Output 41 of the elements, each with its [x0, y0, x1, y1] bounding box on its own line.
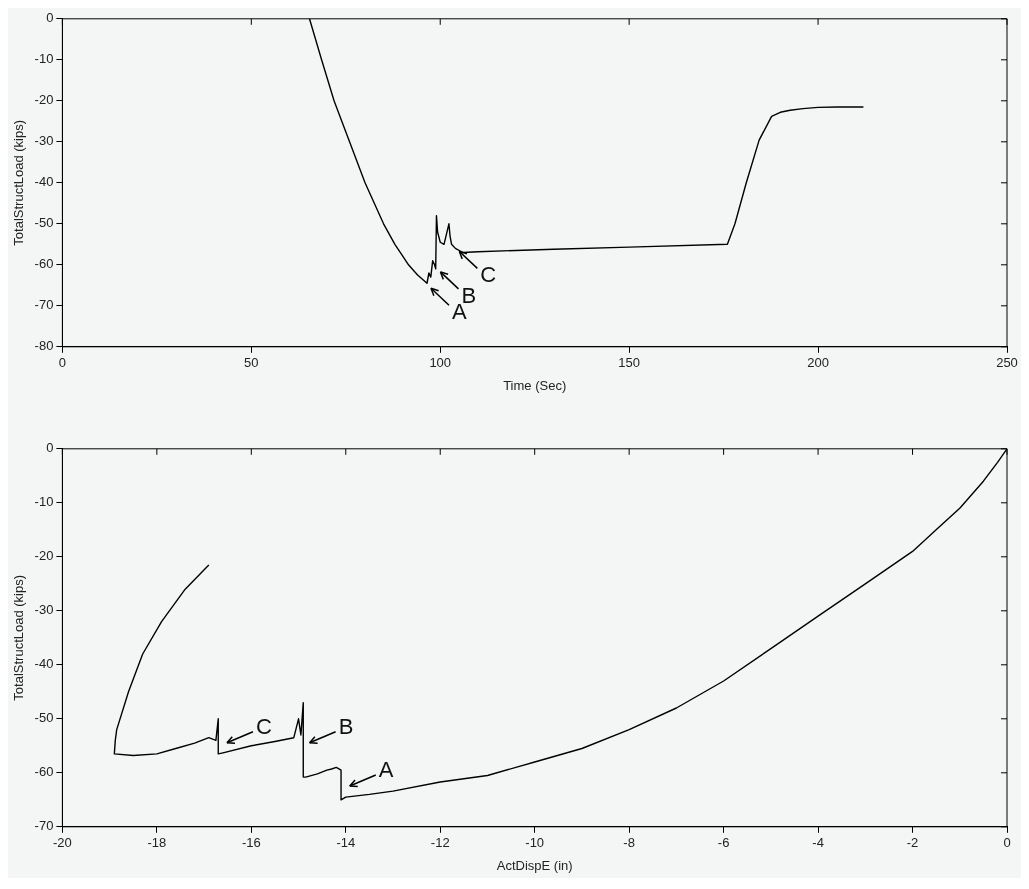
y-tick-label: -10: [34, 51, 54, 67]
y-tick-label: 0: [46, 440, 54, 456]
y-tick-label: 0: [46, 10, 54, 26]
x-tick-label: -6: [717, 835, 730, 851]
x-tick-label: -16: [241, 835, 261, 851]
x-tick-label: 200: [807, 355, 829, 371]
y-tick-label: -20: [34, 92, 54, 108]
y-tick-label: -40: [34, 656, 54, 672]
y-tick-label: -60: [34, 256, 54, 272]
x-tick-label: -18: [147, 835, 167, 851]
x-tick-label: -2: [906, 835, 919, 851]
x-axis-title: ActDispE (in): [496, 857, 573, 873]
y-tick-label: -30: [34, 602, 54, 618]
x-tick-label: 0: [1003, 835, 1011, 851]
x-tick-label: -12: [430, 835, 450, 851]
y-tick-label: -70: [34, 818, 54, 834]
annotation: A: [378, 757, 394, 783]
y-axis-title: TotalStructLoad (kips): [11, 119, 27, 246]
x-tick-label: 50: [244, 355, 259, 371]
y-tick-label: -60: [34, 764, 54, 780]
x-tick-label: 250: [996, 355, 1018, 371]
y-tick-label: -80: [34, 338, 54, 354]
y-tick-label: -20: [34, 548, 54, 564]
annotation: C: [480, 262, 497, 288]
x-tick-label: -4: [812, 835, 824, 851]
x-tick-label: 0: [58, 355, 67, 371]
y-tick-label: -70: [34, 297, 54, 313]
y-tick-label: -30: [34, 133, 54, 149]
y-tick-label: -40: [34, 174, 54, 190]
x-tick-label: 150: [618, 355, 641, 371]
x-tick-label: -8: [623, 835, 635, 851]
y-axis-title: TotalStructLoad (kips): [11, 574, 27, 701]
y-tick-label: -10: [34, 494, 54, 510]
x-tick-label: -10: [525, 835, 545, 851]
y-tick-label: -50: [34, 710, 54, 726]
x-tick-label: -14: [336, 835, 356, 851]
x-tick-label: 100: [429, 355, 452, 371]
x-axis-title: Time (Sec): [503, 377, 567, 393]
y-tick-label: -50: [34, 215, 54, 231]
annotation: B: [338, 713, 354, 739]
annotation: C: [255, 713, 272, 739]
